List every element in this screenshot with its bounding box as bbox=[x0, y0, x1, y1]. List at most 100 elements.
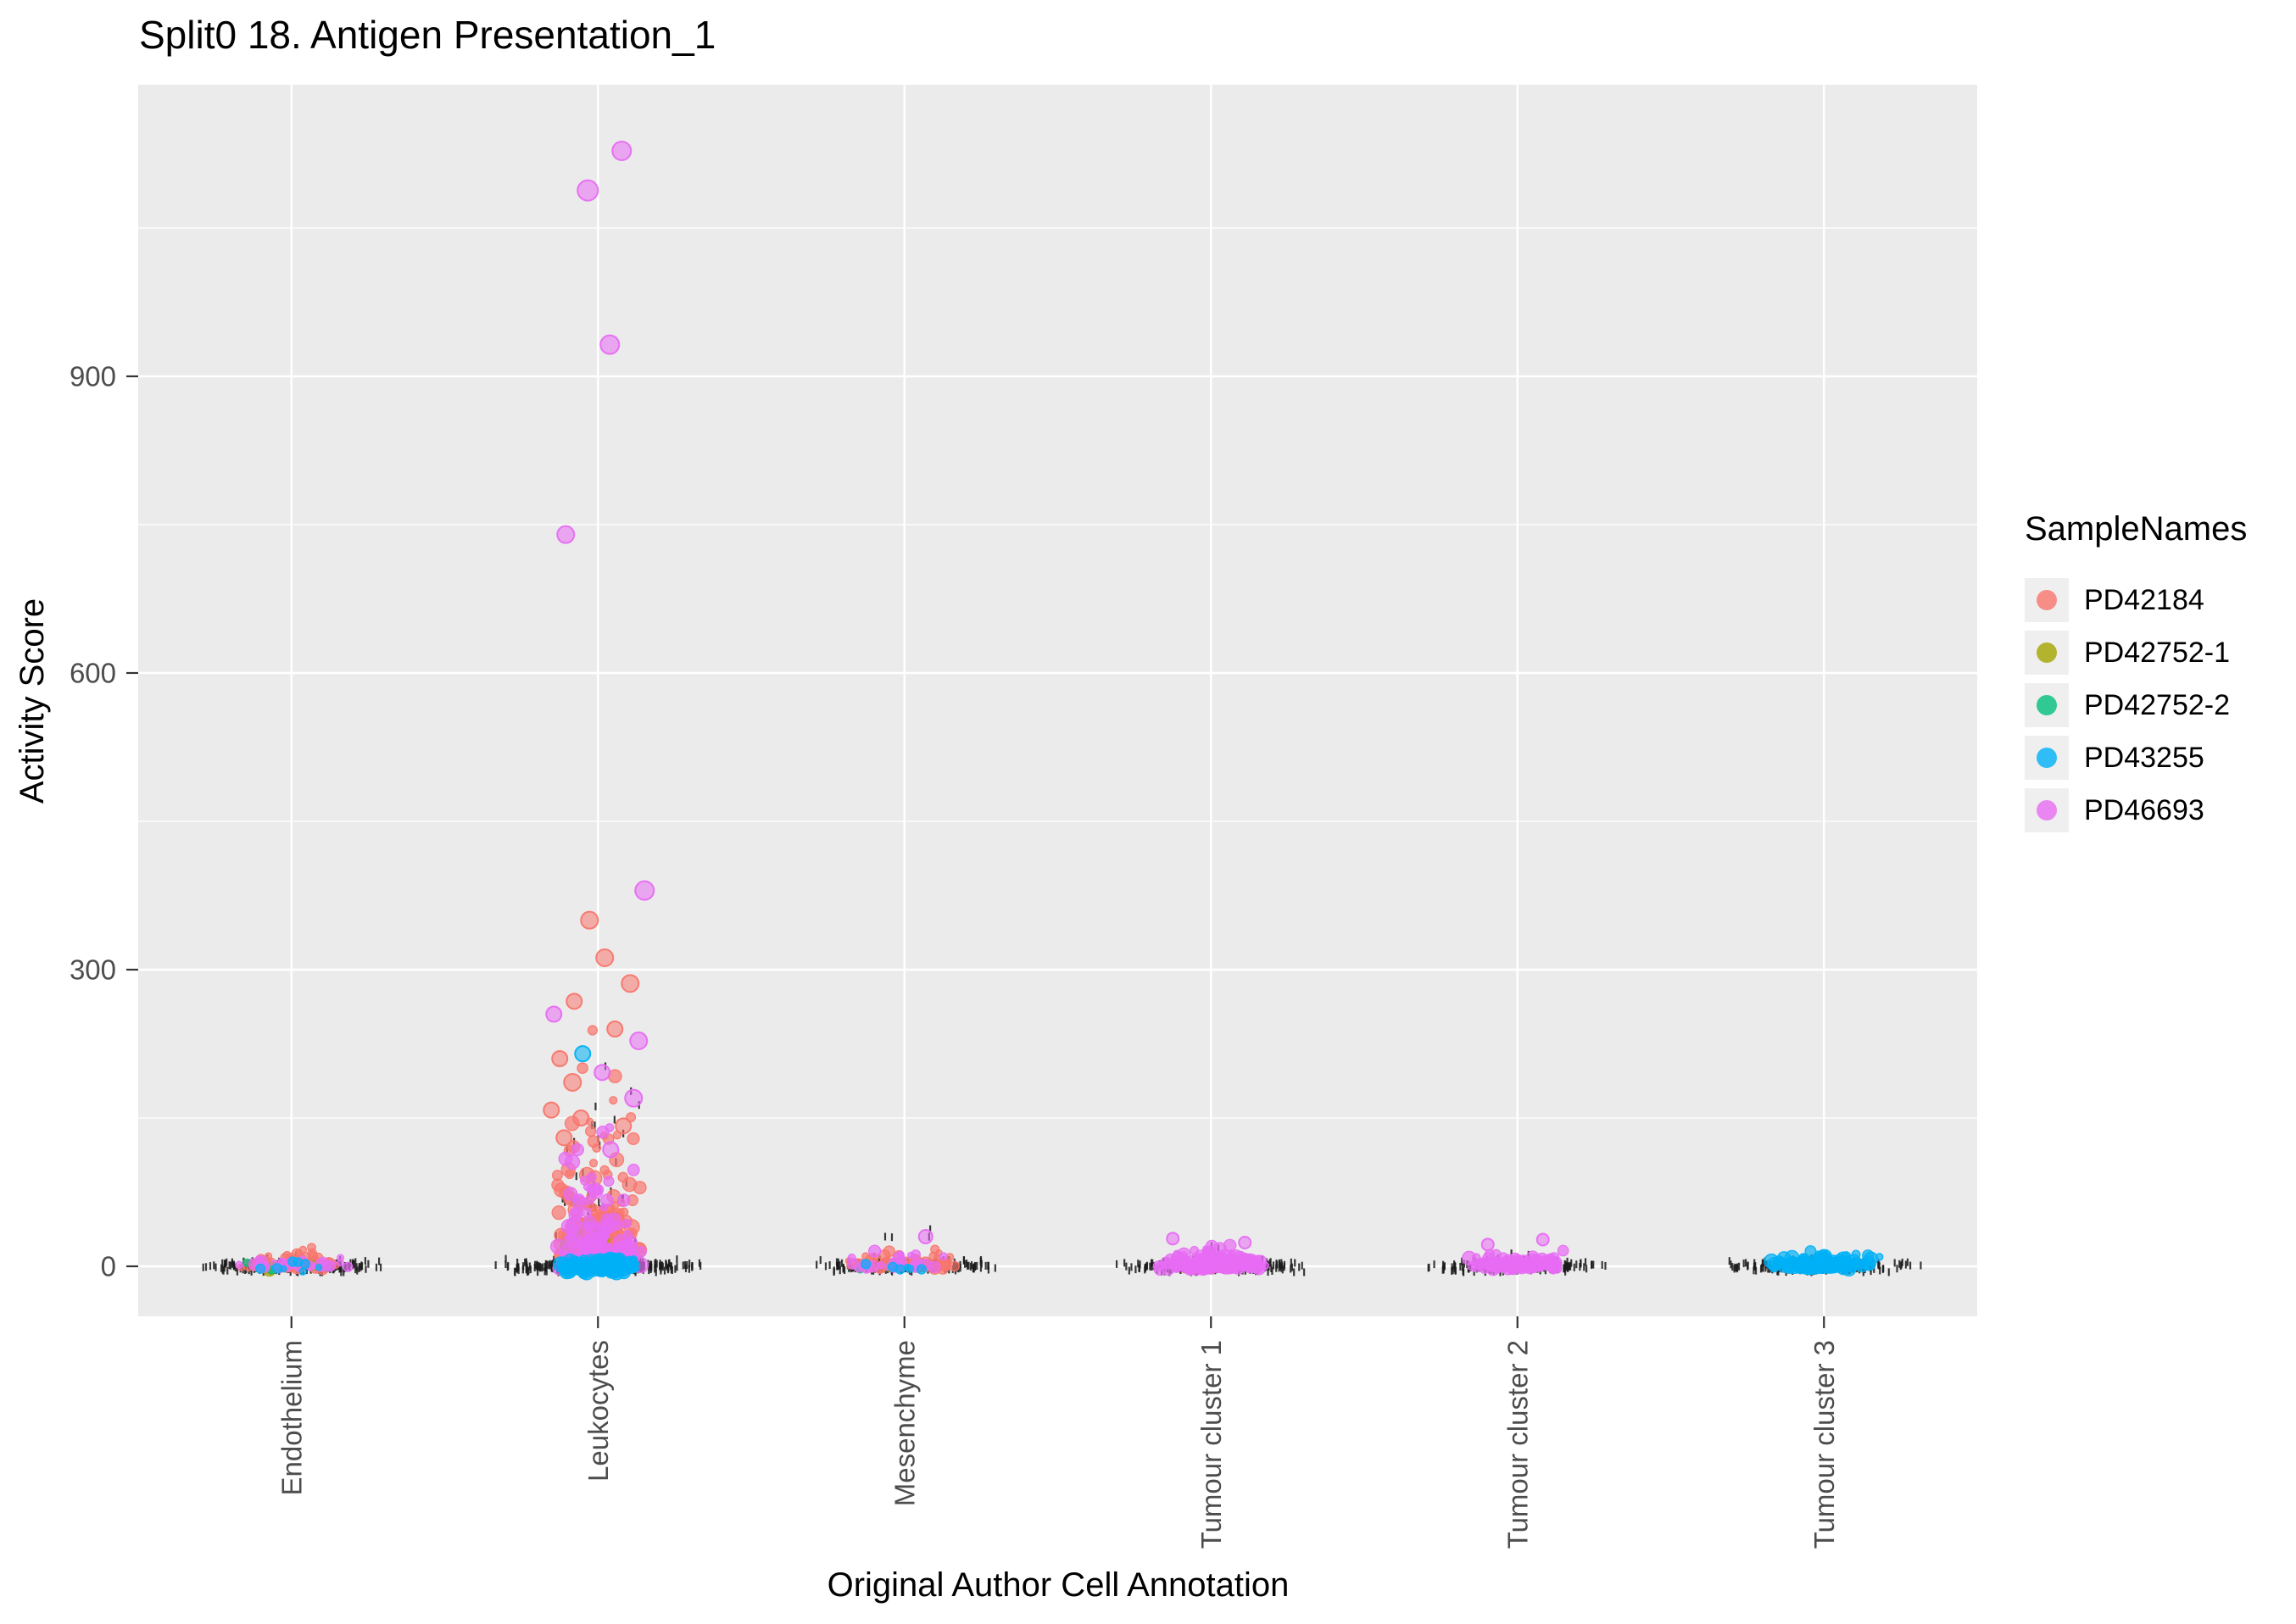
rug-mark bbox=[959, 1264, 961, 1272]
rug-mark bbox=[1283, 1263, 1285, 1271]
rug-mark bbox=[524, 1258, 527, 1266]
rug-mark bbox=[1123, 1259, 1126, 1267]
rug-mark bbox=[1901, 1258, 1903, 1266]
rug-mark bbox=[1898, 1260, 1901, 1268]
outlier-point bbox=[1480, 1237, 1495, 1252]
data-point bbox=[1217, 1249, 1233, 1265]
data-point bbox=[287, 1256, 298, 1267]
data-point bbox=[939, 1252, 948, 1261]
rug-mark bbox=[883, 1232, 887, 1241]
rug-mark bbox=[699, 1261, 702, 1270]
data-point bbox=[551, 1205, 566, 1221]
data-point bbox=[307, 1251, 319, 1262]
data-point bbox=[588, 1184, 604, 1199]
rug-mark bbox=[1451, 1266, 1453, 1275]
x-tick-label: Tumour cluster 2 bbox=[1502, 1340, 1533, 1549]
rug-mark bbox=[665, 1260, 667, 1269]
rug-mark bbox=[835, 1258, 839, 1266]
rug-mark bbox=[967, 1261, 970, 1270]
rug-mark bbox=[1301, 1261, 1303, 1270]
rug-mark bbox=[1454, 1266, 1457, 1275]
data-point bbox=[601, 1258, 616, 1273]
data-point bbox=[594, 1242, 605, 1254]
rug-mark bbox=[1728, 1257, 1730, 1265]
rug-mark bbox=[1579, 1263, 1581, 1271]
rug-mark bbox=[354, 1258, 357, 1266]
rug-mark bbox=[1742, 1260, 1745, 1268]
rug-mark bbox=[842, 1265, 844, 1273]
rug-mark bbox=[536, 1260, 538, 1269]
data-point bbox=[1169, 1260, 1184, 1273]
rug-mark bbox=[1904, 1260, 1907, 1269]
rug-mark bbox=[654, 1265, 656, 1273]
rug-mark bbox=[1290, 1265, 1292, 1273]
data-point bbox=[1507, 1256, 1518, 1265]
rug-mark bbox=[654, 1260, 656, 1268]
data-point bbox=[582, 1207, 593, 1218]
rug-mark bbox=[1281, 1265, 1284, 1274]
data-point bbox=[916, 1264, 928, 1275]
rug-mark bbox=[553, 1255, 555, 1264]
data-point bbox=[617, 1240, 628, 1252]
rug-mark bbox=[1591, 1260, 1593, 1269]
data-point bbox=[1205, 1239, 1218, 1253]
rug-mark bbox=[343, 1268, 345, 1276]
rug-mark bbox=[1564, 1267, 1567, 1276]
data-point bbox=[578, 1254, 589, 1265]
rug-mark bbox=[973, 1261, 977, 1270]
rug-mark bbox=[1737, 1262, 1741, 1271]
rug-mark bbox=[229, 1261, 231, 1270]
rug-mark bbox=[828, 1261, 831, 1270]
rug-mark bbox=[671, 1265, 673, 1274]
rug-mark bbox=[517, 1263, 520, 1271]
rug-mark bbox=[1463, 1260, 1466, 1268]
rug-mark bbox=[226, 1266, 229, 1275]
x-axis-title: Original Author Cell Annotation bbox=[827, 1566, 1290, 1604]
rug-mark bbox=[676, 1263, 678, 1271]
rug-mark bbox=[688, 1260, 691, 1268]
data-point bbox=[271, 1263, 282, 1274]
data-point bbox=[1247, 1257, 1257, 1266]
rug-mark bbox=[1762, 1259, 1764, 1267]
outlier-point bbox=[580, 910, 599, 930]
rug-mark bbox=[533, 1263, 536, 1271]
rug-mark bbox=[1767, 1265, 1769, 1273]
rug-mark bbox=[591, 1121, 594, 1129]
data-point bbox=[939, 1261, 950, 1272]
rug-mark bbox=[1893, 1259, 1896, 1267]
legend-point-icon bbox=[2037, 748, 2057, 768]
data-point bbox=[1774, 1256, 1786, 1270]
legend-key bbox=[2025, 683, 2069, 727]
legend-point-icon bbox=[2037, 590, 2057, 610]
rug-mark bbox=[1462, 1263, 1464, 1271]
rug-mark bbox=[594, 1121, 596, 1130]
rug-mark bbox=[1433, 1260, 1435, 1269]
rug-mark bbox=[1298, 1263, 1301, 1271]
legend-entry-label: PD42752-1 bbox=[2084, 636, 2231, 669]
data-point bbox=[571, 1143, 584, 1157]
data-point bbox=[906, 1264, 915, 1274]
rug-mark bbox=[515, 1265, 518, 1273]
legend-entry: PD43255 bbox=[2025, 731, 2247, 784]
rug-mark bbox=[965, 1260, 968, 1268]
data-point bbox=[616, 1193, 631, 1207]
rug-mark bbox=[598, 1199, 600, 1207]
rug-mark bbox=[1293, 1268, 1296, 1276]
data-point bbox=[571, 1207, 583, 1219]
data-point bbox=[587, 1172, 597, 1182]
rug-mark bbox=[1906, 1258, 1909, 1266]
rug-mark bbox=[367, 1260, 370, 1268]
rug-mark bbox=[980, 1260, 983, 1268]
rug-mark bbox=[1278, 1264, 1280, 1272]
rug-mark bbox=[549, 1260, 551, 1268]
data-point bbox=[566, 1232, 577, 1241]
rug-mark bbox=[209, 1262, 212, 1271]
data-point bbox=[574, 1221, 591, 1237]
rug-mark bbox=[1275, 1260, 1278, 1268]
rug-mark bbox=[984, 1261, 987, 1270]
rug-mark bbox=[1592, 1260, 1595, 1269]
panel-background bbox=[138, 85, 1977, 1316]
rug-mark bbox=[890, 1233, 894, 1242]
rug-mark bbox=[1303, 1268, 1306, 1276]
